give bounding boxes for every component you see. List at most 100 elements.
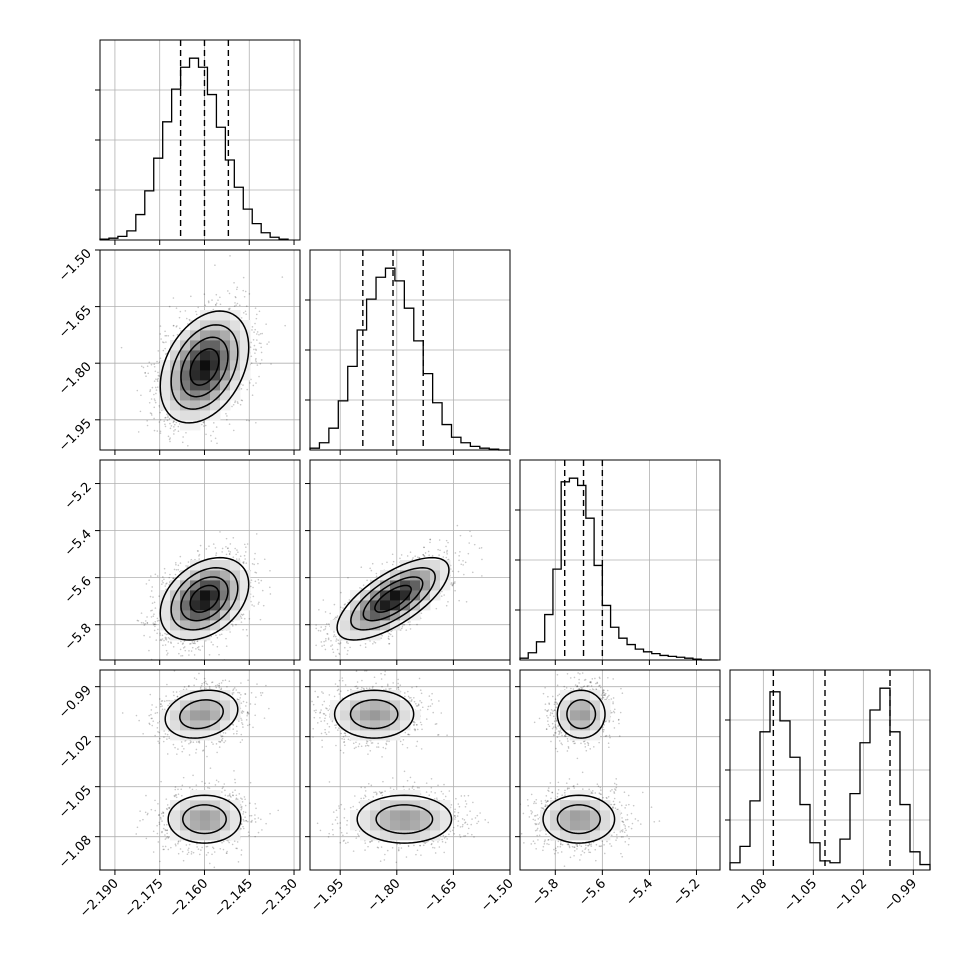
pair-p2-p3-sample-point bbox=[554, 698, 557, 701]
pair-p1-p3-sample-point bbox=[344, 744, 346, 747]
pair-p0-p1-density-cell bbox=[200, 320, 211, 331]
pair-p2-p3-sample-point bbox=[546, 843, 548, 845]
pair-p0-p3-sample-point bbox=[167, 704, 169, 707]
pair-p1-p2-sample-point bbox=[343, 646, 346, 649]
pair-p2-p3-sample-point bbox=[606, 840, 608, 843]
pair-p0-p3-sample-point bbox=[182, 688, 185, 691]
pair-p2-p3-sample-point bbox=[554, 709, 556, 711]
pair-p0-p2-density-cell bbox=[170, 600, 181, 611]
pair-p0-p2-density-cell bbox=[220, 590, 231, 601]
pair-p0-p2-density-cell bbox=[230, 570, 241, 581]
pair-p0-p3-sample-point bbox=[242, 818, 245, 821]
pair-p0-p3-sample-point bbox=[240, 808, 243, 811]
pair-p0-p3-density-cell bbox=[230, 810, 241, 821]
pair-p1-p2-sample-point bbox=[333, 635, 335, 638]
pair-p2-p3-sample-point bbox=[546, 800, 548, 803]
pair-p0-p2-density-cell bbox=[190, 570, 201, 581]
pair-p1-p3-sample-point bbox=[377, 742, 379, 745]
pair-p1-p2-sample-point bbox=[332, 651, 335, 654]
pair-p1-p2-sample-point bbox=[330, 645, 332, 647]
pair-p1-p2-density-cell bbox=[430, 580, 441, 591]
pair-p2-p3-sample-point bbox=[628, 825, 630, 828]
pair-p1-p3-sample-point bbox=[317, 695, 319, 698]
pair-p2-p3-sample-point bbox=[560, 851, 563, 853]
hist-p0-steps bbox=[99, 57, 289, 240]
pair-p0-p1-density-cell bbox=[210, 400, 221, 411]
pair-p1-p2-sample-point bbox=[412, 557, 414, 559]
pair-p1-p3-sample-point bbox=[327, 709, 330, 712]
pair-p0-p1-sample-point bbox=[139, 410, 142, 413]
pair-p0-p3-density-cell bbox=[230, 700, 241, 711]
pair-p1-p3-sample-point bbox=[347, 689, 349, 692]
x-tick-label-p1-3: −1.50 bbox=[478, 876, 517, 915]
pair-p1-p3-sample-point bbox=[463, 819, 466, 821]
pair-p0-p1-sample-point bbox=[144, 372, 146, 374]
pair-p0-p2-contour-0-2 bbox=[180, 576, 229, 622]
pair-p1-p2-sample-point bbox=[325, 623, 328, 625]
pair-p1-p3-sample-point bbox=[382, 746, 385, 749]
pair-p0-p1-density-cell bbox=[180, 350, 191, 361]
pair-p2-p3-sample-point bbox=[603, 724, 605, 726]
pair-p0-p2-sample-point bbox=[269, 569, 271, 572]
pair-p0-p1-density-cell bbox=[220, 330, 231, 341]
pair-p0-p3-density-cell bbox=[210, 730, 221, 741]
pair-p0-p2-sample-point bbox=[214, 547, 217, 549]
pair-p1-p2-sample-point bbox=[333, 603, 336, 606]
pair-p1-p2-sample-point bbox=[401, 625, 404, 628]
pair-p1-p3-sample-point bbox=[327, 836, 330, 838]
pair-p0-p3-density-cell bbox=[170, 810, 181, 821]
pair-p1-p3-sample-point bbox=[415, 685, 418, 688]
pair-p0-p2-sample-point bbox=[196, 640, 199, 642]
pair-p1-p2-sample-point bbox=[437, 548, 439, 551]
pair-p1-p3-density-cell bbox=[400, 810, 411, 821]
pair-p0-p3-sample-point bbox=[150, 808, 153, 811]
pair-p0-p1-sample-point bbox=[251, 394, 254, 396]
pair-p0-p2-contour-0-0 bbox=[159, 556, 250, 641]
pair-p0-p1-sample-point bbox=[177, 425, 180, 428]
pair-p2-p3-density-cell bbox=[580, 730, 591, 741]
pair-p2-p3-sample-point bbox=[530, 812, 533, 815]
pair-p2-p3-sample-point bbox=[590, 791, 593, 794]
pair-p1-p2-sample-point bbox=[388, 638, 390, 641]
pair-p1-p3-sample-point bbox=[416, 740, 419, 743]
pair-p0-p3-sample-point bbox=[184, 740, 186, 742]
pair-p0-p2-sample-point bbox=[148, 579, 150, 581]
pair-p0-p1-sample-point bbox=[159, 357, 162, 360]
pair-p0-p3-sample-point bbox=[161, 831, 163, 834]
pair-p2-p3-sample-point bbox=[581, 687, 584, 689]
pair-p1-p2-sample-point bbox=[338, 653, 341, 656]
pair-p0-p3-sample-point bbox=[220, 687, 223, 690]
pair-p0-p1-density-cell bbox=[190, 390, 201, 401]
pair-p0-p2-sample-point bbox=[239, 555, 242, 558]
pair-p1-p2-contours bbox=[336, 556, 450, 641]
pair-p0-p3-density-cell bbox=[230, 710, 241, 721]
pair-p0-p3-density-cell bbox=[200, 720, 211, 731]
pair-p1-p3-sample-point bbox=[417, 704, 420, 707]
pair-p1-p3-sample-point bbox=[346, 819, 349, 822]
pair-p0-p2-density-cell bbox=[200, 620, 211, 631]
pair-p1-p2-density-cell bbox=[420, 600, 431, 611]
pair-p0-p2-sample-point bbox=[179, 562, 182, 564]
pair-p0-p2-sample-point bbox=[159, 634, 162, 636]
pair-p1-p3-sample-point bbox=[388, 740, 390, 743]
pair-p1-p3-density-cell bbox=[440, 810, 451, 821]
pair-p1-p2-sample-point bbox=[360, 587, 363, 590]
pair-p1-p3-sample-point bbox=[320, 720, 322, 723]
pair-p0-p1-sample-point bbox=[210, 440, 213, 442]
pair-p1-p3-sample-point bbox=[441, 838, 443, 841]
pair-p0-p3-sample-point bbox=[235, 689, 238, 691]
pair-p0-p2-sample-point bbox=[212, 543, 215, 545]
pair-p2-p3-sample-point bbox=[534, 829, 537, 832]
pair-p0-p3-sample-point bbox=[254, 814, 256, 816]
pair-p1-p3-sample-point bbox=[331, 720, 334, 723]
pair-p2-p3-sample-point bbox=[567, 740, 569, 742]
pair-p2-p3-sample-point bbox=[578, 688, 580, 690]
pair-p1-p3-sample-point bbox=[466, 814, 469, 816]
pair-p0-p2-density-cell bbox=[200, 570, 211, 581]
pair-p0-p1-sample-point bbox=[255, 348, 257, 351]
pair-p0-p3-density-cell bbox=[220, 700, 231, 711]
pair-p2-p3-sample-point bbox=[630, 812, 633, 815]
pair-p0-p1-density-cell bbox=[220, 310, 231, 321]
pair-p0-p1-density-cell bbox=[180, 410, 191, 421]
pair-p1-p3-sample-point bbox=[371, 687, 374, 689]
